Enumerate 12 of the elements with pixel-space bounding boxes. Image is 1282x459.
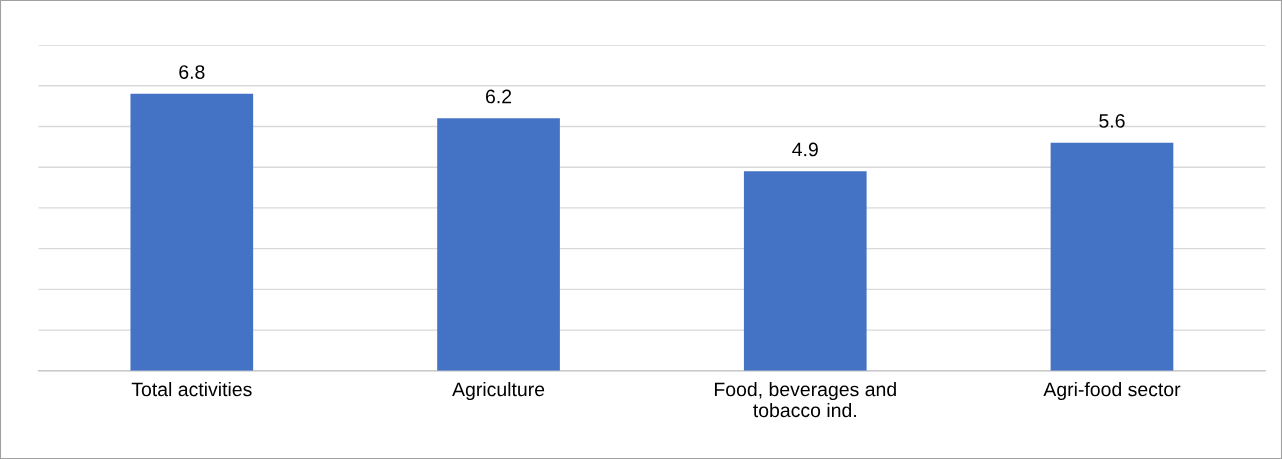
bar: [130, 93, 254, 371]
data-label: 4.9: [792, 142, 818, 157]
x-tick-label: Agri-food sector: [1043, 381, 1181, 401]
x-tick-label: Total activities: [131, 381, 252, 397]
x-tick-label: Agriculture: [452, 381, 545, 401]
data-label: 6.2: [486, 89, 512, 104]
bar: [1050, 142, 1174, 371]
bar: [437, 118, 560, 371]
bar: [743, 171, 867, 371]
data-label: 6.8: [179, 65, 205, 79]
data-label: 5.6: [1099, 114, 1125, 128]
x-tick-label: Food, beverages and tobacco ind.: [714, 381, 896, 418]
